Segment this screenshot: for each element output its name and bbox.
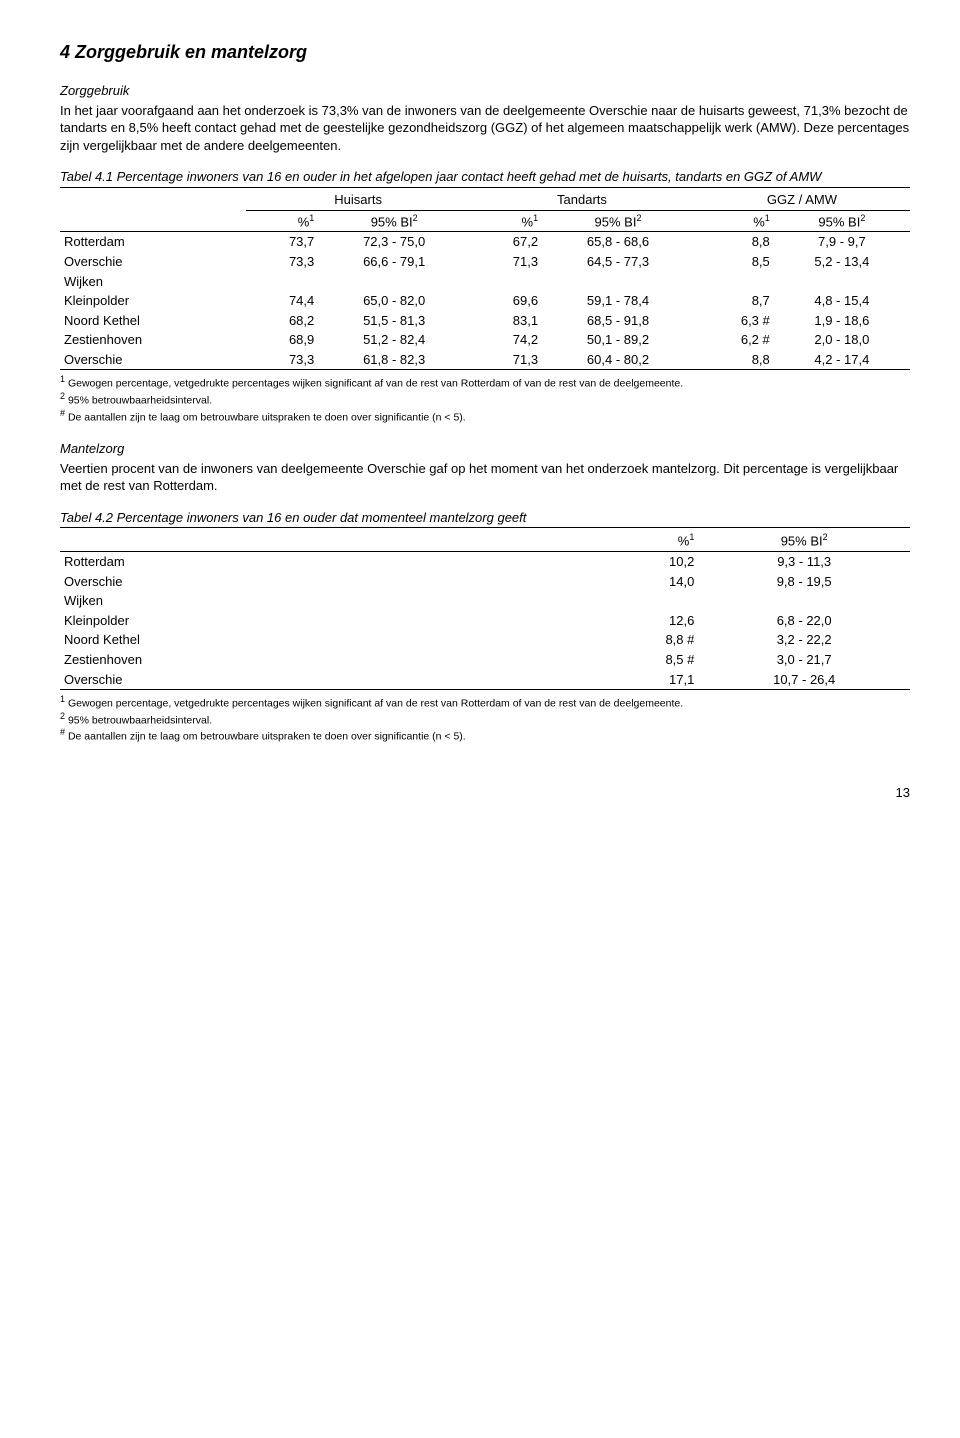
table-row: Zestienhoven8,5 #3,0 - 21,7	[60, 650, 910, 670]
table-row: Overschie14,09,8 - 19,5	[60, 572, 910, 592]
wijken-label: Wijken	[60, 272, 910, 292]
table1-caption: Tabel 4.1 Percentage inwoners van 16 en …	[60, 168, 910, 188]
col-ci: 95% BI	[781, 534, 823, 549]
section1-para: In het jaar voorafgaand aan het onderzoe…	[60, 102, 910, 155]
table-row: Zestienhoven68,951,2 - 82,474,250,1 - 89…	[60, 330, 910, 350]
table1-group-tandarts: Tandarts	[470, 190, 694, 210]
table-row: Noord Kethel68,251,5 - 81,383,168,5 - 91…	[60, 311, 910, 331]
section2-heading: Mantelzorg	[60, 440, 910, 458]
table-row: Overschie17,110,7 - 26,4	[60, 670, 910, 690]
col-ci: 95% BI	[371, 214, 413, 229]
section2-para: Veertien procent van de inwoners van dee…	[60, 460, 910, 495]
wijken-label: Wijken	[60, 591, 910, 611]
table2-footnotes: 1 Gewogen percentage, vetgedrukte percen…	[60, 694, 910, 744]
table-row: Overschie73,366,6 - 79,171,364,5 - 77,38…	[60, 252, 910, 272]
table-row: Noord Kethel8,8 #3,2 - 22,2	[60, 630, 910, 650]
page-number: 13	[60, 784, 910, 802]
table1-group-huisarts: Huisarts	[246, 190, 470, 210]
table2-caption: Tabel 4.2 Percentage inwoners van 16 en …	[60, 509, 910, 529]
table-row: Kleinpolder12,66,8 - 22,0	[60, 611, 910, 631]
table1-group-ggz: GGZ / AMW	[694, 190, 910, 210]
col-pct: %	[678, 534, 690, 549]
table-row: Kleinpolder74,465,0 - 82,069,659,1 - 78,…	[60, 291, 910, 311]
page-title: 4 Zorggebruik en mantelzorg	[60, 40, 910, 64]
table1: Huisarts Tandarts GGZ / AMW %1 95% BI2 %…	[60, 190, 910, 370]
table-row: Overschie73,361,8 - 82,371,360,4 - 80,28…	[60, 350, 910, 370]
table-row: Rotterdam10,29,3 - 11,3	[60, 552, 910, 572]
section1-heading: Zorggebruik	[60, 82, 910, 100]
col-pct: %	[298, 214, 310, 229]
table2: %1 95% BI2 Rotterdam10,29,3 - 11,3Oversc…	[60, 530, 910, 690]
table-row: Rotterdam73,772,3 - 75,067,265,8 - 68,68…	[60, 232, 910, 252]
table1-footnotes: 1 Gewogen percentage, vetgedrukte percen…	[60, 374, 910, 424]
